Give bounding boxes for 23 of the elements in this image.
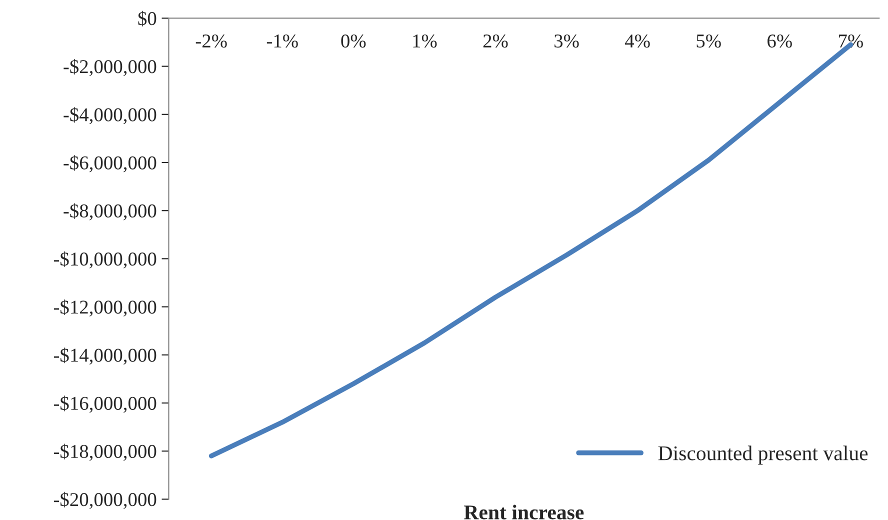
x-tick-label: 7% — [839, 34, 863, 48]
y-tick-label: -$18,000,000 — [54, 444, 156, 461]
y-tick-label: -$8,000,000 — [64, 203, 156, 220]
y-tick-label: -$6,000,000 — [64, 155, 156, 172]
y-tick-label: -$2,000,000 — [64, 58, 156, 76]
x-tick-label: 3% — [554, 34, 579, 48]
x-tick-label: -1% — [266, 34, 298, 48]
x-axis-title: Rent increase — [464, 504, 584, 520]
legend-label: Discounted present value — [658, 446, 868, 465]
x-tick-label: 0% — [341, 34, 366, 48]
y-tick-label: -$12,000,000 — [54, 299, 156, 317]
y-tick-label: -$20,000,000 — [54, 492, 156, 509]
y-tick-label: -$14,000,000 — [54, 348, 156, 365]
y-tick-label: -$10,000,000 — [54, 251, 156, 268]
x-tick-label: 5% — [696, 34, 721, 48]
y-tick-label: $0 — [138, 10, 156, 26]
x-tick-label: 1% — [413, 34, 437, 48]
x-tick-label: 4% — [625, 34, 650, 48]
y-tick-label: -$16,000,000 — [54, 396, 156, 413]
x-tick-label: 6% — [768, 34, 792, 48]
x-tick-label: -2% — [196, 34, 227, 48]
y-tick-label: -$4,000,000 — [64, 107, 156, 124]
x-tick-label: 2% — [483, 34, 508, 48]
